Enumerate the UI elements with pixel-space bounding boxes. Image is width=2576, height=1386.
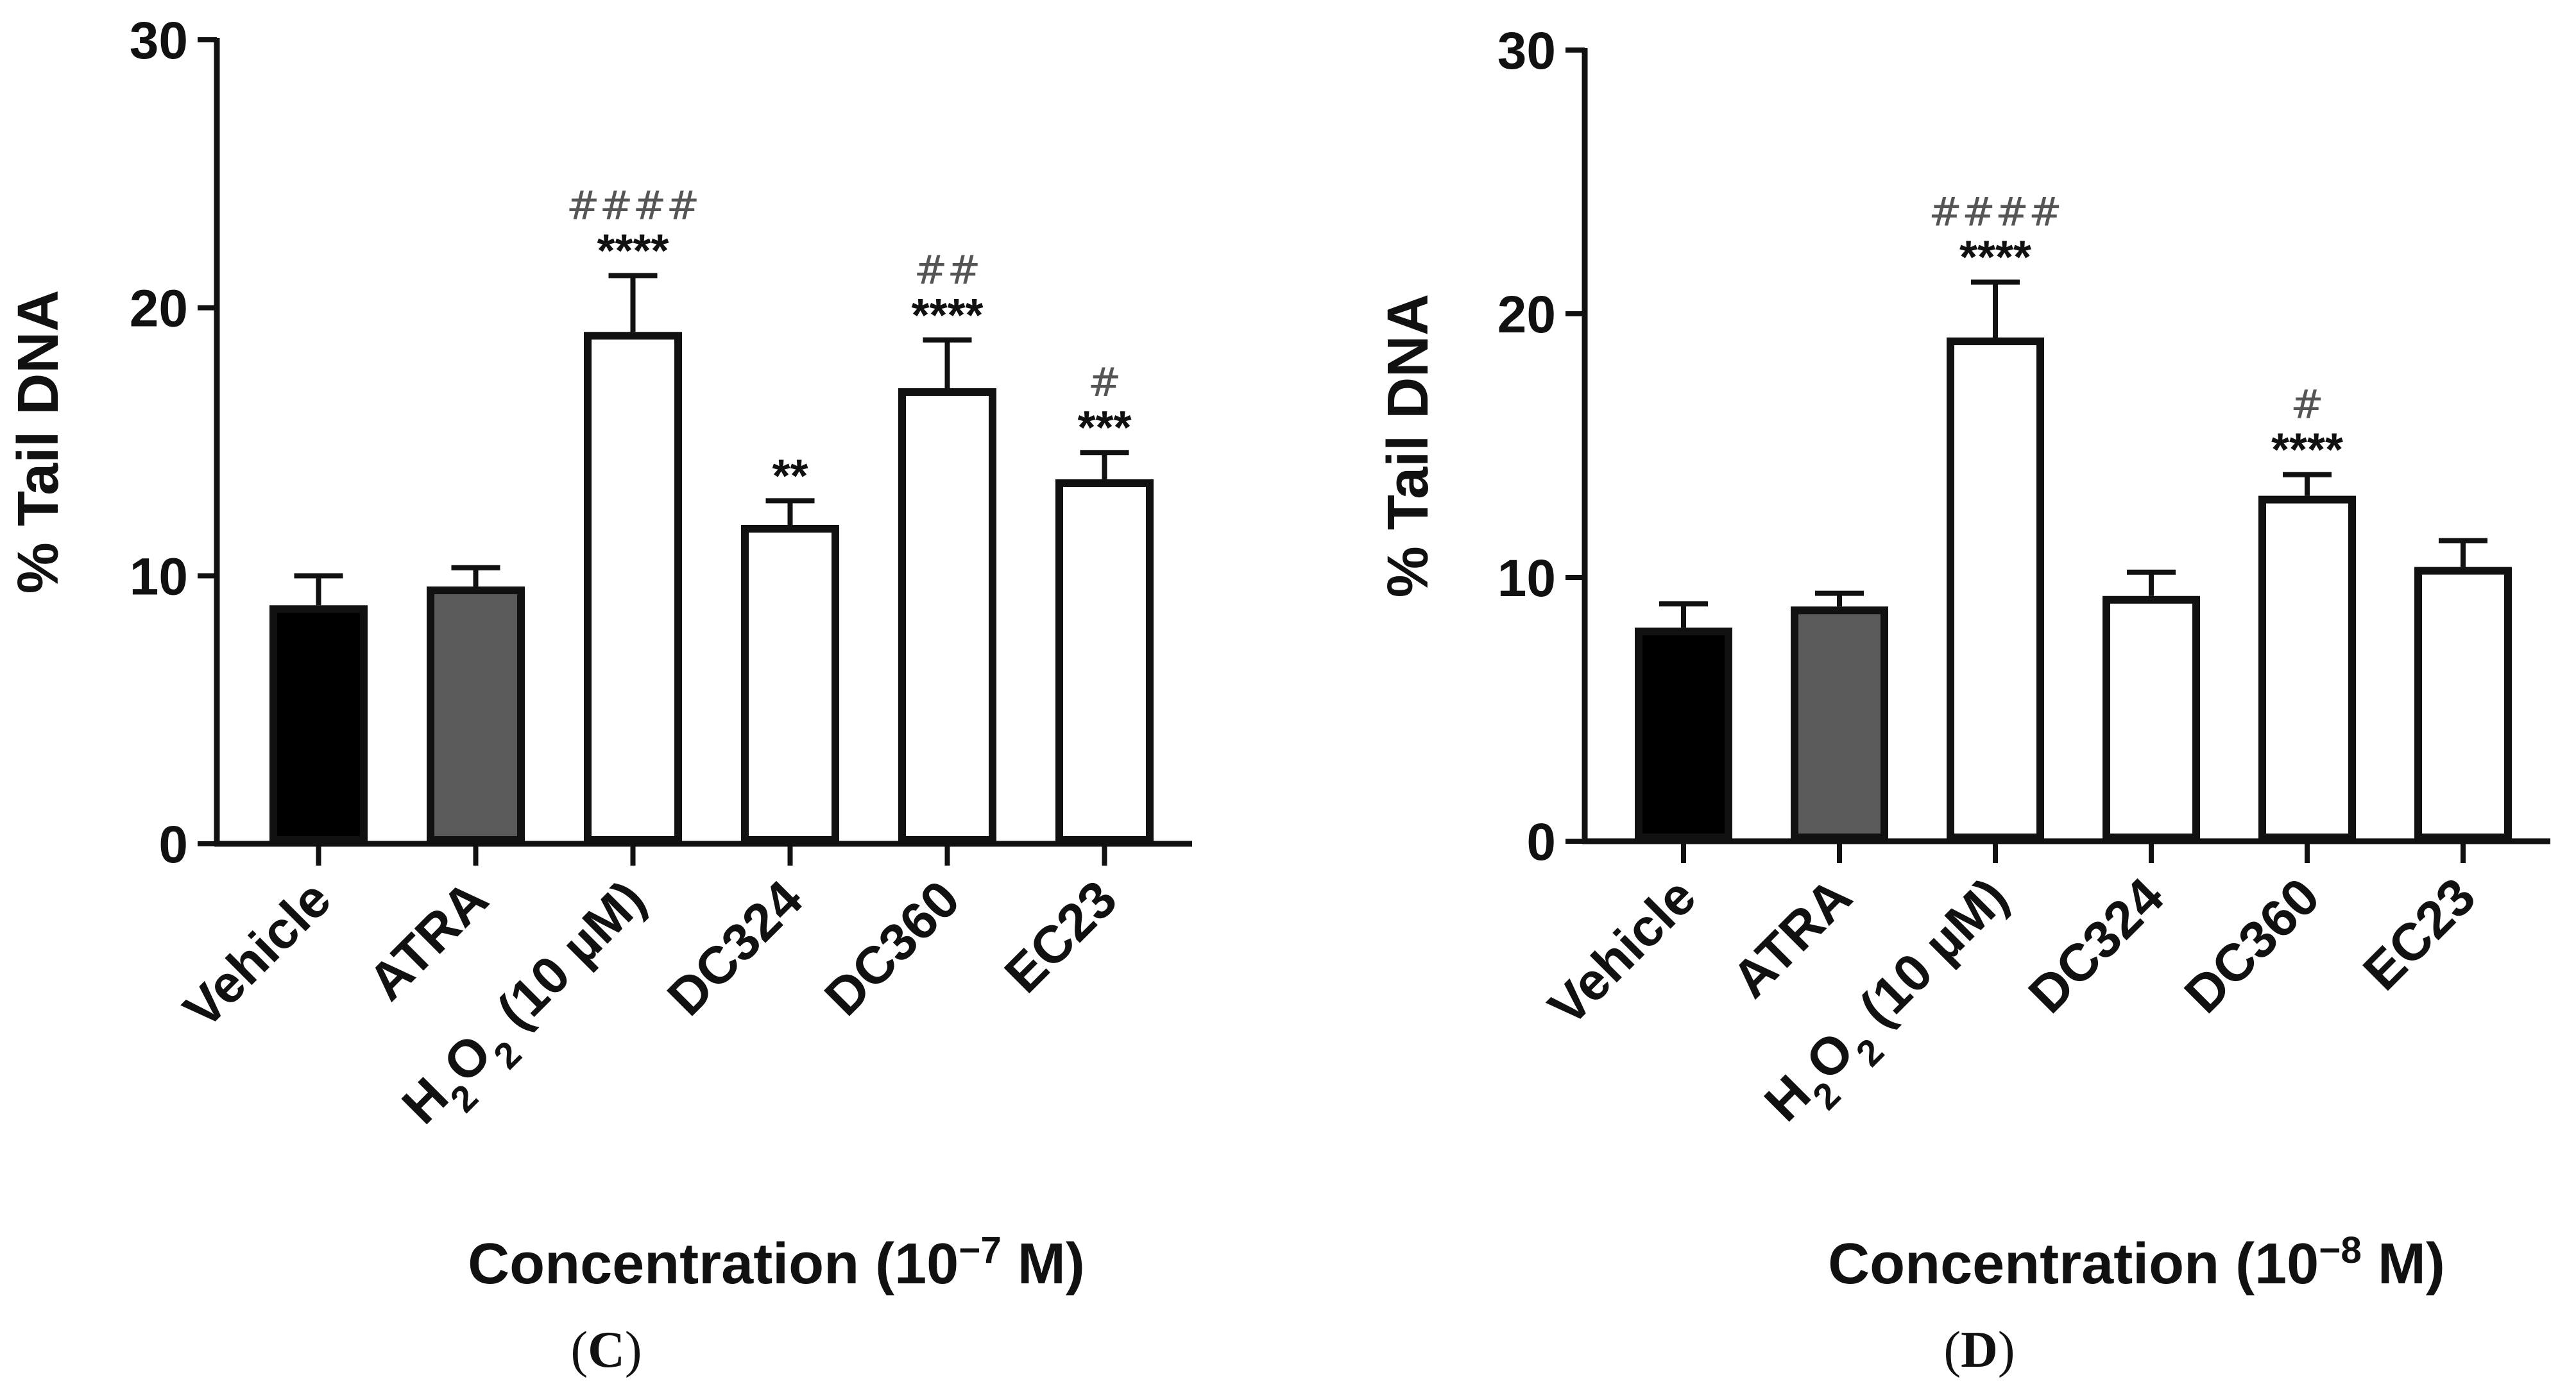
bar: [2258, 495, 2356, 841]
significance-stars: **: [772, 450, 808, 502]
y-tick-label: 20: [130, 280, 188, 338]
significance-stars: ****: [1959, 232, 2031, 284]
x-tick-label: Vehicle: [1538, 867, 1707, 1036]
bar: [898, 388, 996, 844]
x-tick-label: ATRA: [1721, 867, 1863, 1009]
x-tick-label: EC23: [994, 869, 1128, 1004]
bar: [1791, 606, 1888, 842]
x-tick-label: ATRA: [357, 869, 499, 1011]
bar: [1055, 479, 1154, 844]
y-tick-label: 20: [1497, 286, 1556, 344]
x-tick-label: DC324: [656, 869, 814, 1027]
bar: [584, 332, 682, 844]
significance-hashes: ##: [914, 246, 981, 293]
bar: [741, 524, 839, 844]
x-tick-label: DC324: [2018, 867, 2175, 1024]
significance-hashes: #: [1088, 359, 1122, 406]
significance-hashes: #: [2290, 381, 2324, 428]
panel-label: (C): [570, 1322, 642, 1378]
panel-label: (D): [1943, 1322, 2015, 1378]
significance-stars: ***: [1077, 402, 1131, 454]
significance-stars: ****: [911, 290, 983, 341]
x-tick-label: EC23: [2352, 867, 2486, 1001]
y-tick-label: 0: [1526, 813, 1556, 871]
y-axis-title: % Tail DNA: [1376, 294, 1440, 597]
y-axis-title: % Tail DNA: [6, 290, 71, 594]
y-tick-label: 10: [130, 547, 188, 606]
x-axis-title: Concentration (10−8 M): [1828, 1229, 2445, 1297]
x-tick-label: DC360: [814, 869, 971, 1027]
y-tick-label: 30: [130, 12, 188, 70]
y-tick-label: 0: [158, 816, 188, 874]
y-tick-label: 30: [1497, 22, 1556, 80]
y-tick-label: 10: [1497, 549, 1556, 608]
bar: [2414, 567, 2512, 841]
x-axis-title: Concentration (10−7 M): [468, 1229, 1085, 1297]
bar: [1635, 628, 1732, 842]
bar: [269, 605, 368, 844]
significance-stars: ****: [597, 226, 669, 277]
bar: [2103, 595, 2200, 842]
significance-hashes: ####: [567, 182, 700, 229]
bar: [427, 586, 525, 844]
bar: [1947, 337, 2044, 841]
x-tick-label: Vehicle: [173, 869, 342, 1039]
significance-stars: ****: [2271, 425, 2343, 476]
significance-hashes: ####: [1929, 189, 2062, 235]
x-tick-label: DC360: [2174, 867, 2331, 1024]
